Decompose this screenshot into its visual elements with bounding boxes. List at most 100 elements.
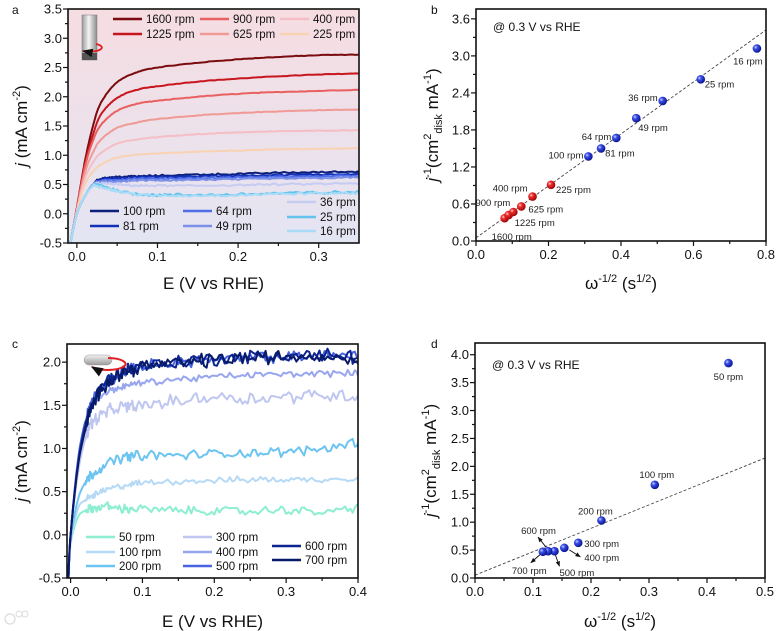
- legend-label: 49 rpm: [216, 221, 252, 233]
- x-tick-label: 0.3: [310, 249, 328, 264]
- y-tick-label: 2.5: [44, 60, 62, 75]
- point-label: 36 rpm: [628, 93, 658, 104]
- x-tick-label: 0.2: [539, 247, 557, 262]
- data-point: [560, 543, 569, 553]
- y-tick-label: 1.0: [43, 441, 61, 456]
- x-tick-label: 0.0: [466, 584, 484, 599]
- label-segment: -1: [420, 504, 432, 514]
- chart-panel-d: d 0.0 0.1 0.2 0.3 0.4 0.5 0.0 0.5 1.0 1.5 2.0 2.5 3.0…: [420, 337, 774, 631]
- data-point: [724, 358, 733, 368]
- x-tick-label: 0.8: [757, 247, 775, 262]
- x-tick-label: 0.5: [756, 584, 774, 599]
- y-tick-label: 1.5: [451, 487, 469, 502]
- point-label: 16 rpm: [733, 56, 763, 67]
- point-label: 81 rpm: [605, 148, 635, 159]
- y-tick-label: 1.5: [44, 119, 62, 134]
- label-arrow: [569, 549, 581, 558]
- plot-frame: [67, 8, 360, 244]
- series-line-225-rpm: [69, 147, 359, 243]
- legend-label: 36 rpm: [320, 197, 356, 209]
- point-label: 900 rpm: [475, 198, 510, 209]
- y-axis-title: j (mA cm-2): [11, 85, 31, 169]
- label-segment: -2: [11, 426, 23, 436]
- series-line-16-rpm: [69, 183, 359, 243]
- label-segment: mA: [421, 419, 440, 450]
- annotation: @ 0.3 V vs RHE: [493, 20, 581, 34]
- y-tick-label: 2.5: [451, 431, 469, 446]
- point-label: 1600 rpm: [492, 232, 532, 243]
- plot-area: [476, 9, 766, 241]
- y-tick-label: 2.4: [452, 85, 470, 100]
- label-segment: -1/2: [597, 611, 616, 623]
- legend-label: 625 rpm: [233, 29, 275, 41]
- series-line-50-rpm: [67, 501, 358, 578]
- legend-label: 200 rpm: [119, 561, 161, 573]
- legend-label: 900 rpm: [233, 14, 275, 26]
- label-arrow: [537, 536, 547, 548]
- legend-label: 500 rpm: [216, 561, 258, 573]
- y-tick-label: 1.8: [452, 122, 470, 137]
- y-tick-label: 0.0: [451, 571, 469, 586]
- legend-label: 64 rpm: [216, 206, 252, 218]
- label-segment: (mA cm: [12, 436, 31, 498]
- data-point: [538, 547, 548, 557]
- data-point: [573, 538, 583, 548]
- y-tick-label: 3.6: [452, 11, 470, 26]
- point-label: 300 rpm: [584, 539, 619, 550]
- y-tick-label: 0.5: [44, 177, 62, 192]
- fit-line: [476, 29, 766, 239]
- legend-label: 1600 rpm: [146, 14, 195, 26]
- y-tick-label: 0.5: [43, 484, 61, 499]
- x-tick-label: 0.3: [277, 584, 295, 599]
- x-tick-label: 0.1: [524, 584, 542, 599]
- x-tick-label: 0.2: [229, 249, 247, 264]
- y-tick-label: 2.0: [451, 459, 469, 474]
- x-tick-label: 0.3: [640, 584, 658, 599]
- label-segment: ): [421, 404, 440, 410]
- label-segment: -2: [11, 91, 23, 101]
- label-segment: j: [421, 512, 440, 519]
- chart-panel-a: a 0.0 0.1 0.2 0.3 -0.5 0.0 0.5 1.0 1.5 2.0 2.5 3.0 3.…: [11, 2, 360, 293]
- plot-content: [476, 29, 766, 239]
- label-segment: ): [12, 420, 31, 426]
- label-segment: -1: [422, 168, 434, 178]
- x-tick-label: 0.2: [582, 584, 600, 599]
- data-point: [550, 546, 559, 556]
- label-segment: 2: [422, 134, 434, 140]
- label-segment: j: [12, 162, 31, 169]
- rotation-arrow: [81, 43, 103, 58]
- legend-label: 100 rpm: [123, 206, 165, 218]
- point-label: 1225 rpm: [515, 218, 555, 229]
- label-segment: -1: [420, 410, 432, 420]
- electrode-tip: [82, 53, 97, 60]
- label-segment: E (V vs RHE): [163, 274, 264, 293]
- y-tick-label: -0.5: [40, 236, 62, 251]
- label-segment: disk: [431, 449, 443, 469]
- legend-label: 300 rpm: [216, 532, 258, 544]
- label-segment: E (V vs RHE): [162, 612, 263, 631]
- data-point: [696, 75, 706, 84]
- label-segment: 1/2: [636, 273, 651, 285]
- point-label: 100 rpm: [639, 470, 674, 481]
- label-segment: 2: [420, 469, 432, 475]
- x-tick-label: 0.0: [68, 249, 86, 264]
- label-arrow: [555, 555, 560, 567]
- label-arrow: [530, 554, 541, 564]
- panel-letter: d: [431, 337, 438, 351]
- point-label: 625 rpm: [528, 204, 563, 215]
- x-tick-label: 0.2: [205, 584, 223, 599]
- legend-label: 16 rpm: [320, 226, 356, 238]
- plot-frame: [475, 8, 767, 242]
- legend-label: 600 rpm: [305, 541, 347, 553]
- label-segment: ): [650, 612, 656, 631]
- y-axis-title: j-1(cm2disk mA-1): [420, 404, 443, 519]
- point-label: 400 rpm: [584, 553, 619, 564]
- data-point: [752, 44, 762, 53]
- data-point: [611, 133, 621, 143]
- y-tick-label: -0.5: [39, 571, 61, 586]
- label-segment: (cm: [423, 140, 442, 168]
- legend-label: 400 rpm: [216, 547, 258, 559]
- point-label: 49 rpm: [638, 123, 668, 134]
- rotating-disk-electrode-icon: [81, 14, 103, 61]
- y-tick-label: 3.0: [452, 48, 470, 63]
